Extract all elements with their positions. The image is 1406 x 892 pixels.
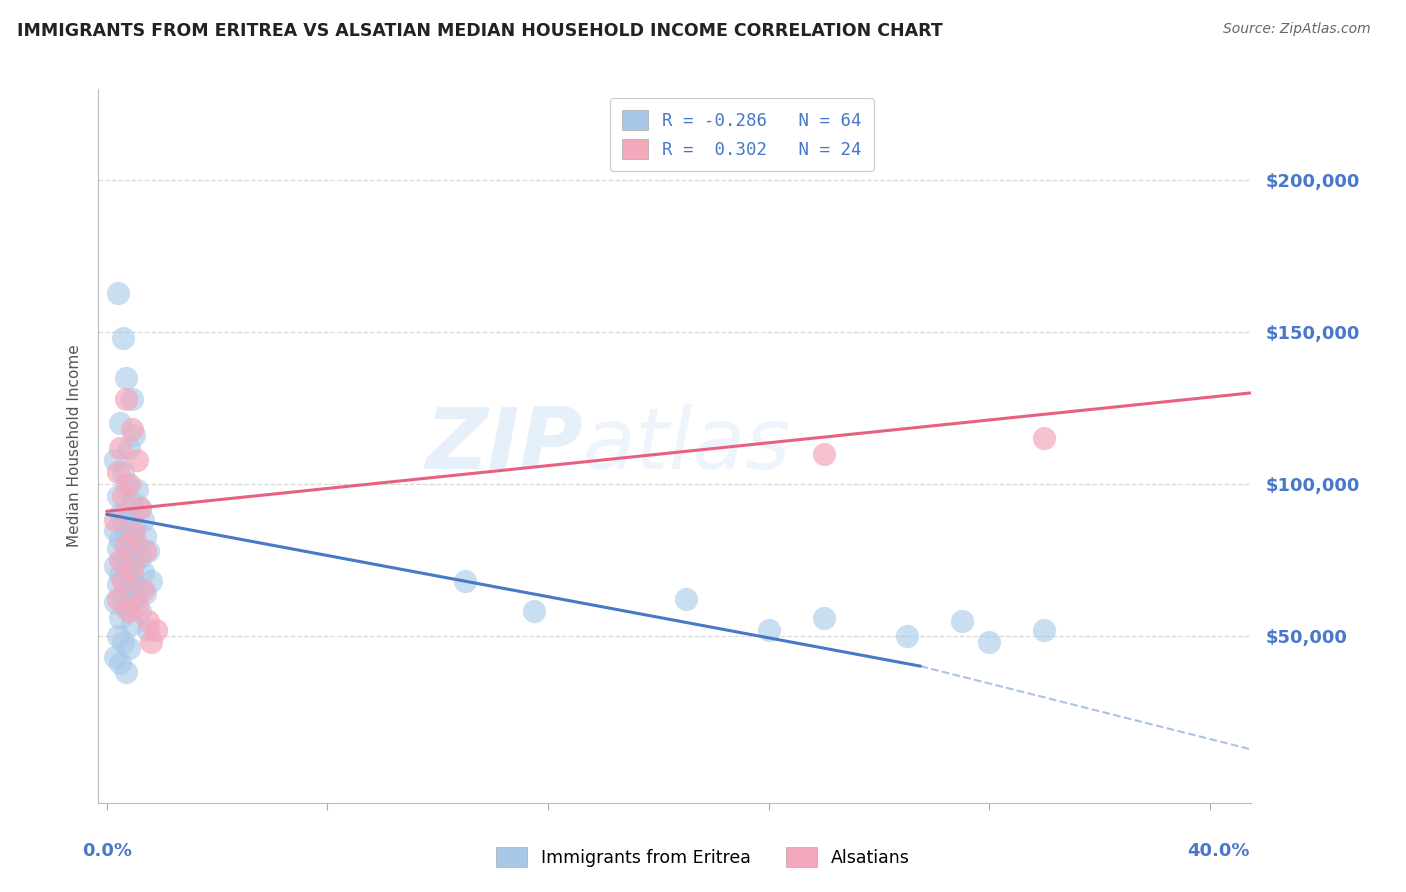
Point xyxy=(112,590,135,604)
Point xyxy=(454,574,477,588)
Point xyxy=(115,392,138,406)
Point xyxy=(125,452,148,467)
Point xyxy=(1033,623,1056,637)
Point xyxy=(121,562,143,576)
Point xyxy=(110,532,132,546)
Point xyxy=(128,501,150,516)
Point xyxy=(136,623,159,637)
Point xyxy=(107,465,129,479)
Text: Source: ZipAtlas.com: Source: ZipAtlas.com xyxy=(1223,22,1371,37)
Point xyxy=(125,483,148,497)
Point xyxy=(110,610,132,624)
Point xyxy=(125,538,148,552)
Point xyxy=(115,477,138,491)
Legend: Immigrants from Eritrea, Alsatians: Immigrants from Eritrea, Alsatians xyxy=(489,840,917,874)
Point xyxy=(115,370,138,384)
Point xyxy=(979,635,1001,649)
Text: atlas: atlas xyxy=(582,404,790,488)
Point xyxy=(115,601,138,615)
Point xyxy=(115,665,138,680)
Point xyxy=(112,331,135,345)
Point xyxy=(124,519,146,533)
Point xyxy=(112,574,135,588)
Point xyxy=(112,465,135,479)
Point xyxy=(125,599,148,613)
Point xyxy=(104,650,127,665)
Point xyxy=(118,547,141,561)
Point xyxy=(124,428,146,442)
Point xyxy=(131,565,153,579)
Point xyxy=(125,580,148,594)
Point xyxy=(121,495,143,509)
Point xyxy=(139,574,162,588)
Point xyxy=(110,508,132,522)
Point xyxy=(136,543,159,558)
Point xyxy=(121,392,143,406)
Point xyxy=(107,592,129,607)
Point xyxy=(128,501,150,516)
Point xyxy=(675,592,697,607)
Point xyxy=(896,629,918,643)
Point xyxy=(107,577,129,591)
Point xyxy=(104,523,127,537)
Point xyxy=(121,616,143,631)
Point xyxy=(107,489,129,503)
Point xyxy=(112,489,135,503)
Point xyxy=(104,452,127,467)
Point xyxy=(136,614,159,628)
Point xyxy=(104,558,127,573)
Text: 40.0%: 40.0% xyxy=(1187,842,1249,860)
Point xyxy=(118,605,141,619)
Legend: R = -0.286   N = 64, R =  0.302   N = 24: R = -0.286 N = 64, R = 0.302 N = 24 xyxy=(610,98,873,171)
Point xyxy=(134,543,156,558)
Point xyxy=(107,629,129,643)
Point xyxy=(813,610,835,624)
Point xyxy=(121,422,143,436)
Point xyxy=(523,605,546,619)
Point xyxy=(104,595,127,609)
Point xyxy=(131,513,153,527)
Point xyxy=(121,571,143,585)
Point xyxy=(950,614,973,628)
Point xyxy=(112,516,135,531)
Point xyxy=(110,441,132,455)
Point xyxy=(134,586,156,600)
Point xyxy=(112,553,135,567)
Point xyxy=(128,549,150,564)
Point xyxy=(124,556,146,570)
Point xyxy=(118,583,141,598)
Text: ZIP: ZIP xyxy=(425,404,582,488)
Point xyxy=(115,525,138,540)
Y-axis label: Median Household Income: Median Household Income xyxy=(67,344,83,548)
Point xyxy=(121,534,143,549)
Point xyxy=(124,525,146,540)
Point xyxy=(104,513,127,527)
Point xyxy=(112,635,135,649)
Point xyxy=(118,640,141,655)
Point xyxy=(115,562,138,576)
Point xyxy=(134,528,156,542)
Point xyxy=(110,656,132,670)
Point xyxy=(758,623,780,637)
Point xyxy=(139,635,162,649)
Point xyxy=(131,583,153,598)
Point xyxy=(110,553,132,567)
Point xyxy=(128,605,150,619)
Point xyxy=(118,477,141,491)
Point xyxy=(118,510,141,524)
Point xyxy=(1033,431,1056,445)
Point xyxy=(107,541,129,555)
Point xyxy=(813,447,835,461)
Point xyxy=(115,538,138,552)
Point xyxy=(118,441,141,455)
Point xyxy=(124,592,146,607)
Point xyxy=(107,285,129,300)
Text: 0.0%: 0.0% xyxy=(82,842,132,860)
Point xyxy=(145,623,167,637)
Point xyxy=(110,416,132,430)
Point xyxy=(110,568,132,582)
Text: IMMIGRANTS FROM ERITREA VS ALSATIAN MEDIAN HOUSEHOLD INCOME CORRELATION CHART: IMMIGRANTS FROM ERITREA VS ALSATIAN MEDI… xyxy=(17,22,942,40)
